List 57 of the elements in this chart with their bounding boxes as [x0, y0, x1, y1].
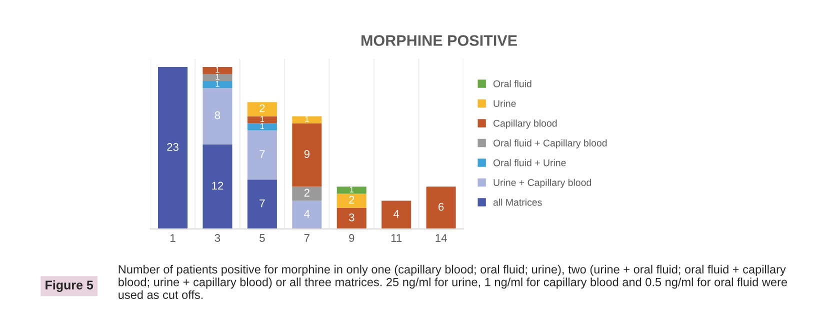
data-label: 1 [216, 80, 220, 87]
data-label: 2 [304, 188, 310, 197]
legend-label: Capillary blood [493, 120, 557, 129]
bar [426, 186, 456, 229]
bar [292, 200, 322, 229]
x-tick-label: 1 [170, 234, 176, 242]
x-tick-label: 11 [391, 234, 402, 242]
bar [247, 130, 277, 180]
legend-label: Oral fluid [493, 80, 532, 88]
legend-label: Oral fluid + Urine [493, 159, 566, 166]
bar [158, 66, 188, 229]
x-tick-label: 3 [214, 234, 220, 242]
bar [202, 81, 232, 88]
data-label: 1 [260, 123, 264, 129]
x-tick-label: 14 [436, 234, 447, 242]
bar [202, 66, 232, 74]
data-label: 2 [260, 104, 265, 112]
bar [202, 74, 232, 82]
data-label: 1 [216, 74, 220, 80]
data-label: 4 [394, 210, 400, 218]
chart-title: MORPHINE POSITIVE [362, 35, 517, 46]
bar [247, 116, 277, 124]
data-label: 8 [214, 111, 220, 120]
legend-label: Oral fluid + Capillary blood [493, 139, 607, 148]
x-tick-label: 9 [349, 234, 354, 242]
data-label: 6 [438, 202, 444, 211]
legend-label: Urine + Capillary blood [494, 178, 591, 188]
legend-label: Urine [494, 100, 516, 107]
x-tick-label: 5 [260, 234, 265, 242]
legend-label: all Matrices [493, 198, 542, 206]
bar [292, 123, 322, 187]
bar [336, 186, 366, 194]
data-label: 7 [260, 199, 265, 208]
text: Number of patients positive for morphine in only one (capillary blood; oral fluid; urine), two (urine + oral fluid; oral fluid + capillary blood; urine + capillary blood) or all three matrices. 25 ng/ml for urine, 1 ng/ml for capillary blood and 0.5 ng/ml for oral fluid were used as cut offs. [118, 264, 788, 299]
bar [292, 186, 322, 201]
data-label: 12 [212, 182, 224, 190]
bar [202, 88, 232, 144]
bar [292, 116, 322, 124]
bar [336, 194, 366, 208]
bar [382, 200, 412, 229]
data-label: 4 [304, 210, 310, 218]
data-label: 3 [348, 213, 354, 222]
data-label: 2 [349, 196, 354, 204]
data-label: 1 [216, 66, 220, 73]
bar [336, 208, 366, 229]
data-label: 1 [260, 116, 264, 122]
data-label: 1 [305, 116, 309, 122]
caption: Figure 5 [46, 280, 94, 292]
data-label: 23 [167, 143, 178, 151]
data-label: 9 [304, 150, 310, 158]
bar [247, 102, 277, 116]
data-label: 1 [350, 186, 354, 192]
data-label: 7 [260, 150, 265, 158]
bar [247, 180, 277, 229]
x-tick-label: 7 [304, 234, 310, 242]
bar [247, 123, 277, 130]
bar [202, 144, 232, 229]
